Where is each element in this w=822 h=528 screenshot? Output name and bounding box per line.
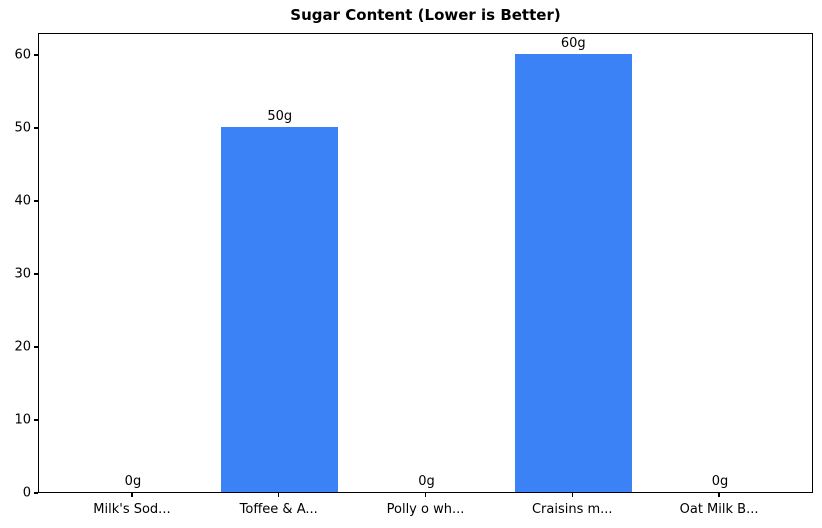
bar-value-label: 0g: [418, 474, 435, 489]
y-axis-tick: [34, 200, 38, 202]
bar-value-label: 0g: [711, 474, 729, 489]
y-axis-tick: [34, 346, 38, 348]
x-axis-tick: [131, 493, 133, 497]
bar-value-label: 0g: [124, 474, 142, 489]
y-tick-label: 20: [14, 339, 31, 355]
plot-area: 0g 50g 0g 60g 0g: [38, 33, 813, 493]
y-tick-label: 0: [22, 485, 31, 501]
bar-value-label: 60g: [560, 35, 586, 51]
y-axis-tick: [34, 273, 38, 275]
y-tick-label: 50: [14, 120, 31, 136]
y-axis-tick: [34, 127, 38, 129]
x-tick-label: Milk's Sod...: [93, 502, 171, 517]
y-tick-label: 10: [14, 412, 31, 428]
chart-title: Sugar Content (Lower is Better): [290, 6, 561, 24]
y-axis-tick: [34, 419, 38, 421]
x-tick-label: Craisins m...: [531, 502, 613, 517]
y-axis-tick: [34, 492, 38, 494]
x-tick-label: Toffee & A...: [239, 502, 318, 517]
x-axis-tick: [571, 493, 574, 497]
y-axis-tick: [34, 54, 38, 56]
y-tick-label: 60: [14, 47, 31, 63]
x-axis-tick: [718, 493, 720, 497]
x-axis-tick: [277, 493, 280, 497]
bar: [514, 53, 632, 492]
x-axis-tick: [424, 493, 427, 497]
bar: [221, 126, 339, 492]
y-tick-label: 30: [14, 266, 31, 282]
x-tick-label: Oat Milk B...: [679, 502, 759, 517]
bar-value-label: 50g: [267, 108, 293, 124]
x-tick-label: Polly o wh...: [386, 502, 465, 517]
y-tick-label: 40: [14, 193, 31, 209]
